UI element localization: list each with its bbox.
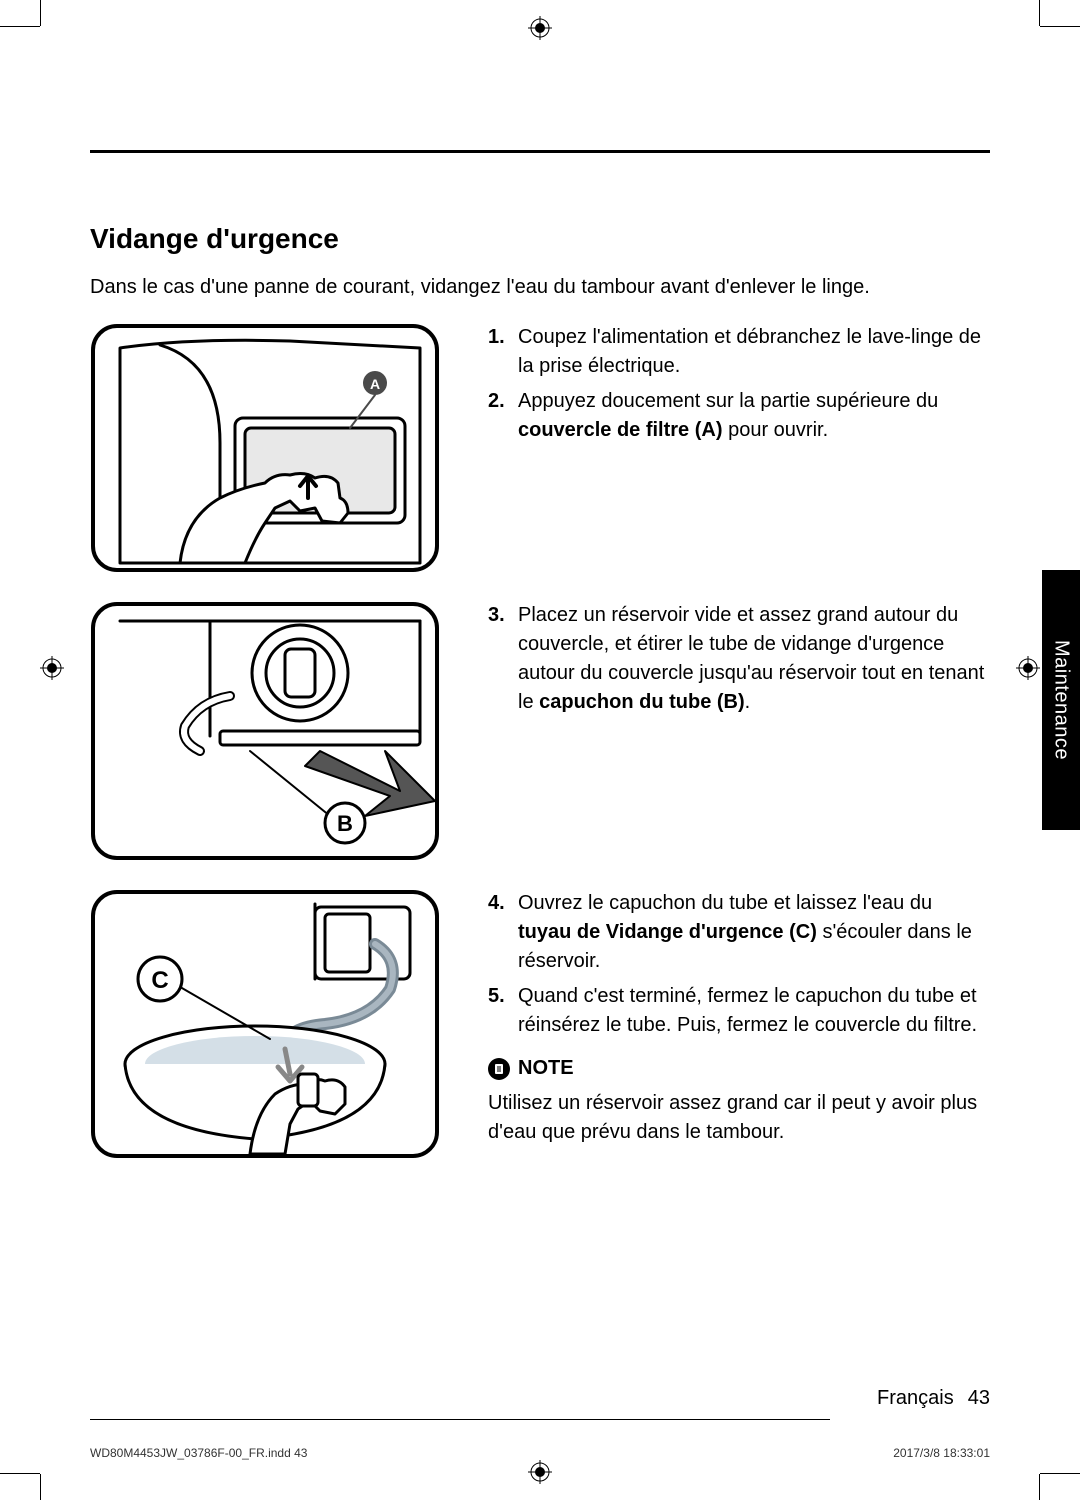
note-icon [488, 1058, 510, 1080]
note-text: Utilisez un réservoir assez grand car il… [488, 1089, 990, 1147]
label-c: C [151, 967, 168, 994]
footer-language: Français [877, 1387, 954, 1409]
registration-mark-icon [40, 656, 64, 680]
step-1: 1. Coupez l'alimentation et débranchez l… [488, 323, 990, 381]
crop-mark [40, 1474, 41, 1500]
step-text: Appuyez doucement sur la partie supérieu… [518, 390, 938, 412]
step-bold: tuyau de Vidange d'urgence (C) [518, 921, 817, 943]
step-2: 2. Appuyez doucement sur la partie supér… [488, 387, 990, 445]
step-bold: couvercle de filtre (A) [518, 419, 723, 441]
intro-text: Dans le cas d'une panne de courant, vida… [90, 273, 990, 301]
step-4: 4. Ouvrez le capuchon du tube et laissez… [488, 889, 990, 976]
step-text: Quand c'est terminé, fermez le capuchon … [518, 985, 977, 1036]
step-number: 3. [488, 601, 505, 630]
imprint-timestamp: 2017/3/8 18:33:01 [893, 1446, 990, 1460]
registration-mark-icon [528, 1460, 552, 1484]
crop-mark [0, 26, 40, 27]
top-rule [90, 150, 990, 153]
note-label: NOTE [518, 1054, 574, 1083]
instruction-block-3: C 4. Ouvrez le capuchon du tube et laiss… [90, 889, 990, 1159]
crop-mark [1040, 26, 1080, 27]
step-number: 5. [488, 982, 505, 1011]
steps-4-5-note: 4. Ouvrez le capuchon du tube et laissez… [488, 889, 990, 1159]
figure-b: B [90, 601, 440, 861]
step-text: Ouvrez le capuchon du tube et laissez l'… [518, 892, 932, 914]
crop-mark [1040, 1473, 1080, 1474]
step-number: 2. [488, 387, 505, 416]
crop-mark [0, 1473, 40, 1474]
footer-rule [90, 1419, 830, 1420]
page-footer: Français 43 [877, 1387, 990, 1410]
step-number: 1. [488, 323, 505, 352]
imprint-filename: WD80M4453JW_03786F-00_FR.indd 43 [90, 1446, 307, 1460]
section-tab: Maintenance [1042, 570, 1080, 830]
step-3: 3. Placez un réservoir vide et assez gra… [488, 601, 990, 717]
registration-mark-icon [1016, 656, 1040, 680]
crop-mark [40, 0, 41, 26]
label-b: B [337, 811, 353, 836]
figure-a: A [90, 323, 440, 573]
instruction-block-2: B 3. Placez un réservoir vide et assez g… [90, 601, 990, 861]
step-text: . [745, 691, 751, 713]
step-text: Coupez l'alimentation et débranchez le l… [518, 326, 981, 377]
note-heading: NOTE [488, 1054, 990, 1083]
section-title: Vidange d'urgence [90, 223, 990, 255]
step-5: 5. Quand c'est terminé, fermez le capuch… [488, 982, 990, 1040]
step-bold: capuchon du tube (B) [539, 691, 745, 713]
crop-mark [1039, 1474, 1040, 1500]
footer-page-number: 43 [968, 1387, 990, 1409]
steps-1-2: 1. Coupez l'alimentation et débranchez l… [488, 323, 990, 573]
steps-3: 3. Placez un réservoir vide et assez gra… [488, 601, 990, 861]
step-text: pour ouvrir. [723, 419, 829, 441]
label-a: A [370, 376, 380, 392]
instruction-block-1: A 1. Coupez l'alimentation et débranchez… [90, 323, 990, 573]
crop-mark [1039, 0, 1040, 26]
step-number: 4. [488, 889, 505, 918]
figure-c: C [90, 889, 440, 1159]
registration-mark-icon [528, 16, 552, 40]
page-content: Vidange d'urgence Dans le cas d'une pann… [90, 150, 990, 1440]
